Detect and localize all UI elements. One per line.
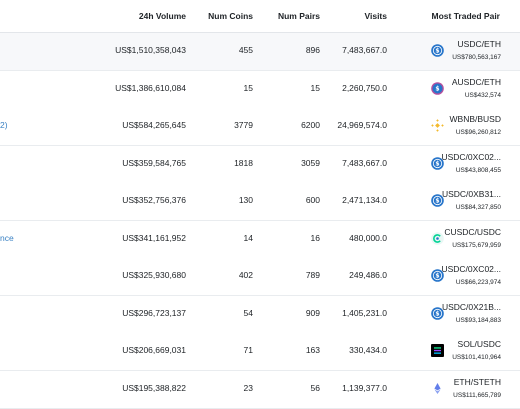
- table-row[interactable]: US$195,388,822 23 56 1,139,377.0 ETH/STETH US…: [0, 370, 520, 409]
- most-traded-pair-link[interactable]: USDC/0XC02...: [441, 264, 501, 274]
- table-row[interactable]: 2) US$584,265,645 3779 6200 24,969,574.0 WBNB…: [0, 108, 520, 146]
- most-traded-pair-link[interactable]: USDC/0XB31...: [441, 189, 501, 199]
- visits-cell: 2,260,750.0: [342, 82, 387, 93]
- svg-text:$: $: [435, 160, 439, 167]
- most-traded-pair-volume: US$66,223,974: [455, 279, 501, 286]
- volume-cell: US$352,756,376: [122, 195, 186, 205]
- table-row[interactable]: US$352,756,376 130 600 2,471,134.0 $ USDC/0XB…: [0, 183, 520, 221]
- num-coins-cell: 3779: [234, 120, 253, 130]
- svg-text:$: $: [435, 85, 439, 92]
- table-row[interactable]: US$296,723,137 54 909 1,405,231.0 $ USDC/0X21…: [0, 295, 520, 334]
- most-traded-pair-link[interactable]: ETH/STETH: [453, 376, 501, 387]
- exchange-name-fragment[interactable]: 2): [0, 120, 8, 130]
- column-header-most-traded-pair[interactable]: Most Traded Pair: [431, 11, 501, 21]
- ausdc-icon: $: [431, 81, 444, 95]
- sol-icon: [431, 344, 444, 357]
- num-pairs-cell: 15: [310, 82, 320, 93]
- most-traded-pair-link[interactable]: SOL/USDC: [457, 339, 501, 349]
- num-coins-cell: 130: [238, 195, 253, 205]
- num-coins-cell: 15: [243, 82, 253, 93]
- num-coins-cell: 54: [243, 307, 253, 318]
- most-traded-pair-link[interactable]: AUSDC/ETH: [451, 76, 501, 87]
- num-pairs-cell: 896: [305, 45, 320, 55]
- table-row[interactable]: nce US$341,161,952 14 16 480,000.0 CUSDC/USDC…: [0, 220, 520, 259]
- table-header: 24h Volume Num Coins Num Pairs Visits Mo…: [0, 0, 520, 33]
- volume-cell: US$1,386,610,084: [115, 82, 186, 93]
- table-row[interactable]: US$206,669,031 71 163 330,434.0 SOL/USDC US$1…: [0, 333, 520, 371]
- column-header-pairs[interactable]: Num Pairs: [277, 11, 320, 21]
- num-coins-cell: 23: [243, 382, 253, 393]
- volume-cell: US$359,584,765: [122, 157, 186, 168]
- most-traded-pair-volume: US$93,184,883: [455, 316, 501, 324]
- usdc-icon: $: [431, 306, 444, 320]
- exchange-name-fragment[interactable]: nce: [0, 232, 14, 243]
- svg-text:$: $: [435, 310, 439, 317]
- most-traded-pair-volume: US$432,574: [464, 91, 501, 99]
- cusdc-icon: [431, 231, 444, 245]
- num-pairs-cell: 789: [305, 270, 320, 280]
- usdc-icon: $: [431, 269, 444, 282]
- eth-icon: [431, 382, 444, 395]
- num-pairs-cell: 56: [310, 382, 320, 393]
- most-traded-pair-volume: US$96,260,812: [455, 129, 501, 136]
- table-row[interactable]: US$359,584,765 1818 3059 7,483,667.0 $ USDC/0…: [0, 145, 520, 184]
- volume-cell: US$296,723,137: [122, 307, 186, 318]
- most-traded-pair-volume: US$84,327,850: [455, 204, 501, 211]
- visits-cell: 480,000.0: [349, 232, 387, 243]
- most-traded-pair-volume: US$101,410,964: [452, 354, 501, 361]
- visits-cell: 330,434.0: [349, 345, 387, 355]
- volume-cell: US$195,388,822: [122, 382, 186, 393]
- num-pairs-cell: 909: [305, 307, 320, 318]
- volume-cell: US$584,265,645: [122, 120, 186, 130]
- table-row[interactable]: US$1,386,610,084 15 15 2,260,750.0 $ AUSDC/ET…: [0, 70, 520, 109]
- num-pairs-cell: 600: [305, 195, 320, 205]
- column-header-visits[interactable]: Visits: [364, 11, 387, 21]
- visits-cell: 7,483,667.0: [342, 157, 387, 168]
- num-pairs-cell: 3059: [301, 157, 320, 168]
- num-coins-cell: 71: [243, 345, 253, 355]
- volume-cell: US$206,669,031: [122, 345, 186, 355]
- visits-cell: 2,471,134.0: [342, 195, 387, 205]
- svg-text:$: $: [435, 48, 439, 55]
- num-pairs-cell: 6200: [301, 120, 320, 130]
- column-header-volume[interactable]: 24h Volume: [138, 11, 186, 21]
- usdc-icon: $: [431, 156, 444, 170]
- most-traded-pair-volume: US$175,679,959: [452, 241, 501, 249]
- usdc-icon: $: [431, 194, 444, 207]
- bnb-icon: [431, 119, 444, 132]
- svg-text:$: $: [435, 273, 439, 280]
- visits-cell: 7,483,667.0: [342, 45, 387, 55]
- table-row[interactable]: US$1,510,358,043 455 896 7,483,667.0 $ USDC/E…: [0, 33, 520, 71]
- volume-cell: US$341,161,952: [122, 232, 186, 243]
- table-row[interactable]: US$325,930,680 402 789 249,486.0 $ USDC/0XC02…: [0, 258, 520, 296]
- num-pairs-cell: 163: [305, 345, 320, 355]
- most-traded-pair-volume: US$111,665,789: [453, 391, 501, 399]
- visits-cell: 24,969,574.0: [337, 120, 387, 130]
- most-traded-pair-volume: US$780,563,167: [452, 54, 501, 61]
- column-header-coins[interactable]: Num Coins: [208, 11, 253, 21]
- most-traded-pair-volume: US$43,808,455: [455, 166, 501, 174]
- num-coins-cell: 14: [243, 232, 253, 243]
- num-coins-cell: 455: [238, 45, 253, 55]
- volume-cell: US$1,510,358,043: [115, 45, 186, 55]
- most-traded-pair-link[interactable]: WBNB/BUSD: [449, 114, 501, 124]
- svg-text:$: $: [435, 198, 439, 205]
- num-coins-cell: 402: [238, 270, 253, 280]
- volume-cell: US$325,930,680: [122, 270, 186, 280]
- most-traded-pair-link[interactable]: USDC/0X21B...: [441, 301, 501, 312]
- num-pairs-cell: 16: [310, 232, 320, 243]
- visits-cell: 249,486.0: [349, 270, 387, 280]
- most-traded-pair-link[interactable]: CUSDC/USDC: [444, 226, 501, 237]
- visits-cell: 1,405,231.0: [342, 307, 387, 318]
- num-coins-cell: 1818: [234, 157, 253, 168]
- most-traded-pair-link[interactable]: USDC/0XC02...: [441, 151, 501, 162]
- visits-cell: 1,139,377.0: [342, 382, 387, 393]
- usdc-icon: $: [431, 44, 444, 57]
- most-traded-pair-link[interactable]: USDC/ETH: [457, 39, 501, 49]
